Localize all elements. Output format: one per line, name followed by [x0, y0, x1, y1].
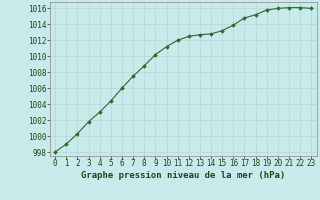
X-axis label: Graphe pression niveau de la mer (hPa): Graphe pression niveau de la mer (hPa)	[81, 171, 285, 180]
